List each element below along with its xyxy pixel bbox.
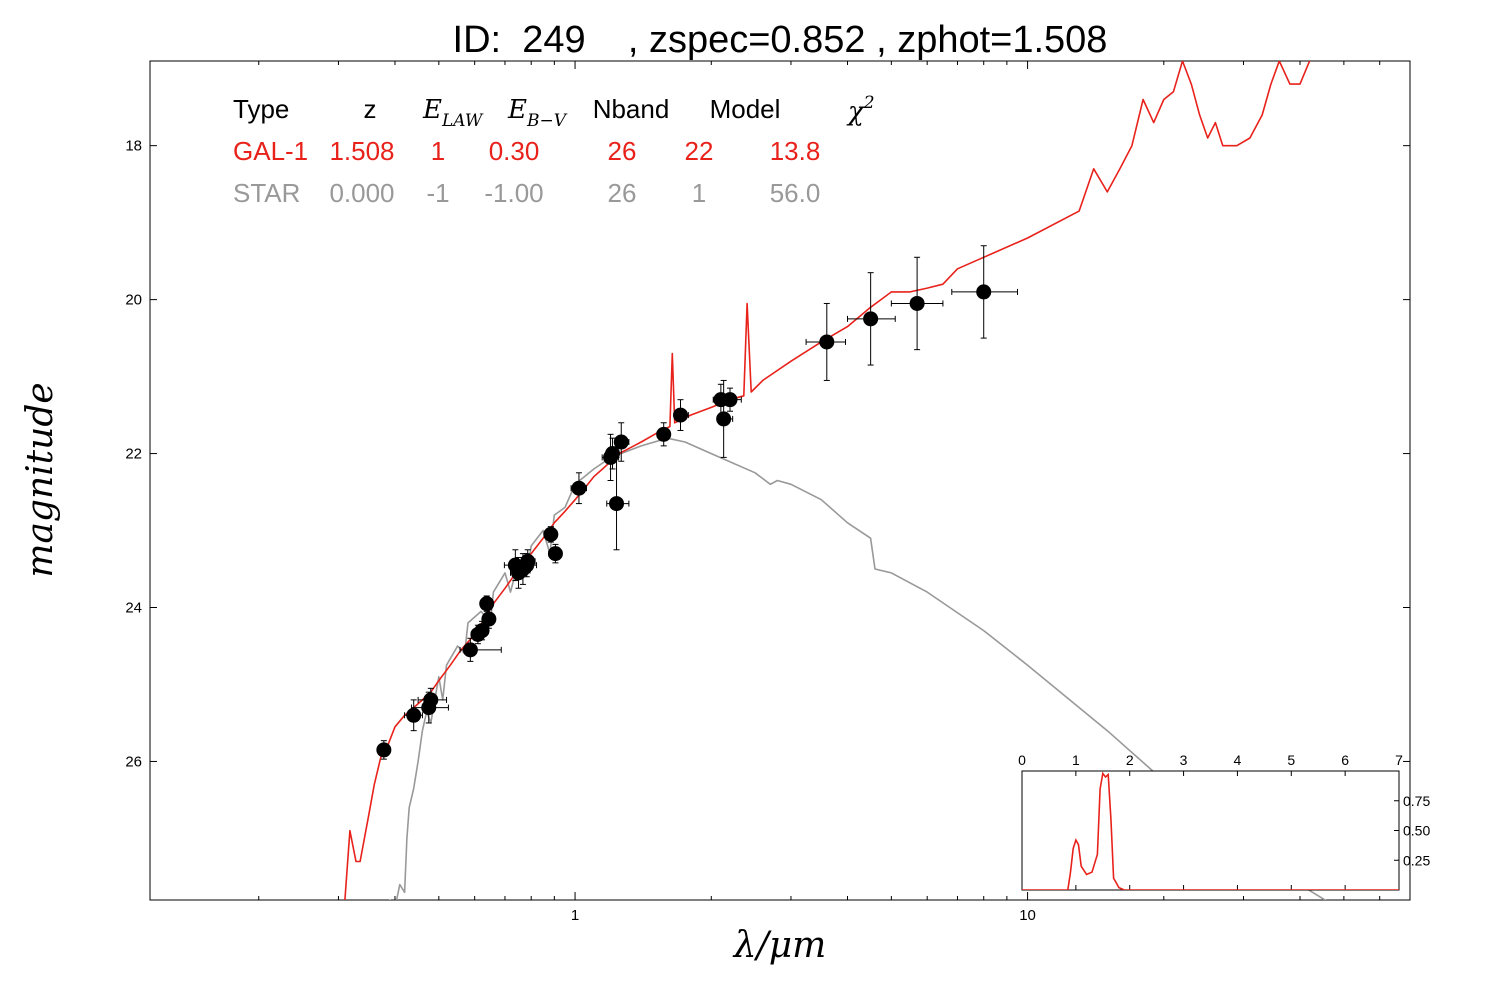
data-point-marker — [547, 546, 563, 562]
inset-x-tick-label: 0 — [1018, 752, 1026, 768]
data-point — [376, 740, 392, 760]
data-point — [716, 379, 734, 458]
table-cell-chi2: 56.0 — [770, 178, 821, 208]
data-point — [613, 422, 630, 462]
data-point-marker — [376, 742, 392, 758]
table-cell-nband: 26 — [608, 136, 637, 166]
data-point — [543, 526, 559, 543]
data-point-marker — [406, 707, 422, 723]
observed-photometry — [376, 245, 1018, 760]
table-header-type: Type — [233, 94, 289, 124]
table-cell-model: 1 — [692, 178, 706, 208]
data-point-marker — [609, 496, 625, 512]
data-point — [805, 302, 847, 381]
data-point-marker — [571, 480, 587, 496]
inset-x-tick-label: 7 — [1395, 752, 1403, 768]
data-point — [404, 699, 423, 732]
table-header-chi2: χ2 — [846, 93, 875, 127]
data-point — [890, 256, 944, 351]
plot-frame — [149, 60, 1411, 901]
data-point-marker — [423, 692, 439, 708]
table-cell-model: 22 — [685, 136, 714, 166]
data-point-marker — [819, 334, 835, 350]
table-rows: GAL-1 1.508 1 0.30 26 22 13.8 STAR 0.000 -1 -1.00 2… — [233, 136, 820, 208]
inset-pdf-line — [1022, 771, 1399, 890]
x-tick-label: 10 — [1019, 907, 1036, 924]
data-point-marker — [976, 284, 992, 300]
table-cell-elaw: -1 — [426, 178, 449, 208]
inset-x-tick-label: 5 — [1287, 752, 1295, 768]
data-point — [570, 472, 588, 505]
x-axis-label: λ/μm — [732, 925, 826, 966]
redshift-pdf-inset: 0 1 2 3 4 5 6 7 0.25 0.50 0.75 — [1018, 752, 1430, 891]
x-tick-label: 1 — [571, 907, 579, 924]
table-header-nband: Nband — [593, 94, 670, 124]
data-point-marker — [481, 611, 497, 627]
table-cell-ebv: -1.00 — [484, 178, 543, 208]
data-point-marker — [479, 596, 495, 612]
data-point — [672, 399, 689, 431]
data-point — [720, 387, 742, 412]
y-tick-label: 20 — [125, 292, 142, 309]
table-cell-type: GAL-1 — [233, 136, 308, 166]
main-axis-ticks — [150, 61, 1411, 900]
data-point — [474, 620, 490, 641]
data-point-marker — [474, 623, 490, 639]
data-point — [547, 543, 563, 564]
y-tick-label: 24 — [125, 600, 142, 617]
table-cell-z: 1.508 — [329, 136, 394, 166]
data-point-marker — [672, 407, 688, 423]
y-tick-label: 26 — [125, 753, 142, 770]
y-tick-label: 22 — [125, 446, 142, 463]
data-point — [459, 637, 502, 662]
data-point — [951, 245, 1018, 339]
table-cell-z: 0.000 — [329, 178, 394, 208]
y-axis-label: magnitude — [20, 382, 61, 577]
table-header-ebv: EB−V — [507, 95, 568, 131]
table-cell-ebv: 0.30 — [489, 136, 540, 166]
inset-y-tick-label: 0.75 — [1403, 793, 1430, 809]
fit-info-table: Type z ELAW EB−V Nband Model χ2 GAL-1 1.5… — [233, 93, 875, 208]
inset-x-tick-label: 3 — [1180, 752, 1188, 768]
data-point — [481, 609, 497, 629]
inset-x-tick-label: 4 — [1234, 752, 1242, 768]
data-point — [656, 422, 672, 447]
data-point — [846, 272, 896, 366]
inset-x-tick-label: 6 — [1341, 752, 1349, 768]
inset-pdf-curve — [1022, 771, 1399, 890]
inset-x-tick-label: 1 — [1072, 752, 1080, 768]
table-header-model: Model — [710, 94, 781, 124]
table-header-z: z — [364, 94, 377, 124]
inset-frame — [1021, 770, 1400, 891]
data-point-marker — [722, 392, 738, 408]
inset-axis-ticks: 0 1 2 3 4 5 6 7 0.25 0.50 0.75 — [1018, 752, 1430, 890]
data-point-marker — [543, 526, 559, 542]
inset-x-tick-label: 2 — [1126, 752, 1134, 768]
data-point-marker — [520, 553, 536, 569]
data-point-marker — [716, 411, 732, 427]
chart-title: ID: 249 , zspec=0.852 , zphot=1.508 — [453, 19, 1108, 61]
data-point — [606, 456, 630, 551]
table-cell-elaw: 1 — [431, 136, 445, 166]
data-point-marker — [613, 434, 629, 450]
table-cell-nband: 26 — [608, 178, 637, 208]
data-point — [520, 549, 536, 574]
data-point-marker — [656, 426, 672, 442]
spectrum-line-star — [389, 437, 1327, 900]
data-point — [417, 687, 448, 712]
inset-y-tick-label: 0.50 — [1403, 823, 1430, 839]
inset-y-tick-label: 0.25 — [1403, 852, 1430, 868]
table-header-elaw: ELAW — [422, 95, 484, 131]
data-point-marker — [909, 295, 925, 311]
data-point-marker — [462, 642, 478, 658]
table-cell-chi2: 13.8 — [770, 136, 821, 166]
table-cell-type: STAR — [233, 178, 300, 208]
data-point-marker — [863, 311, 879, 327]
y-tick-label: 18 — [125, 138, 142, 155]
